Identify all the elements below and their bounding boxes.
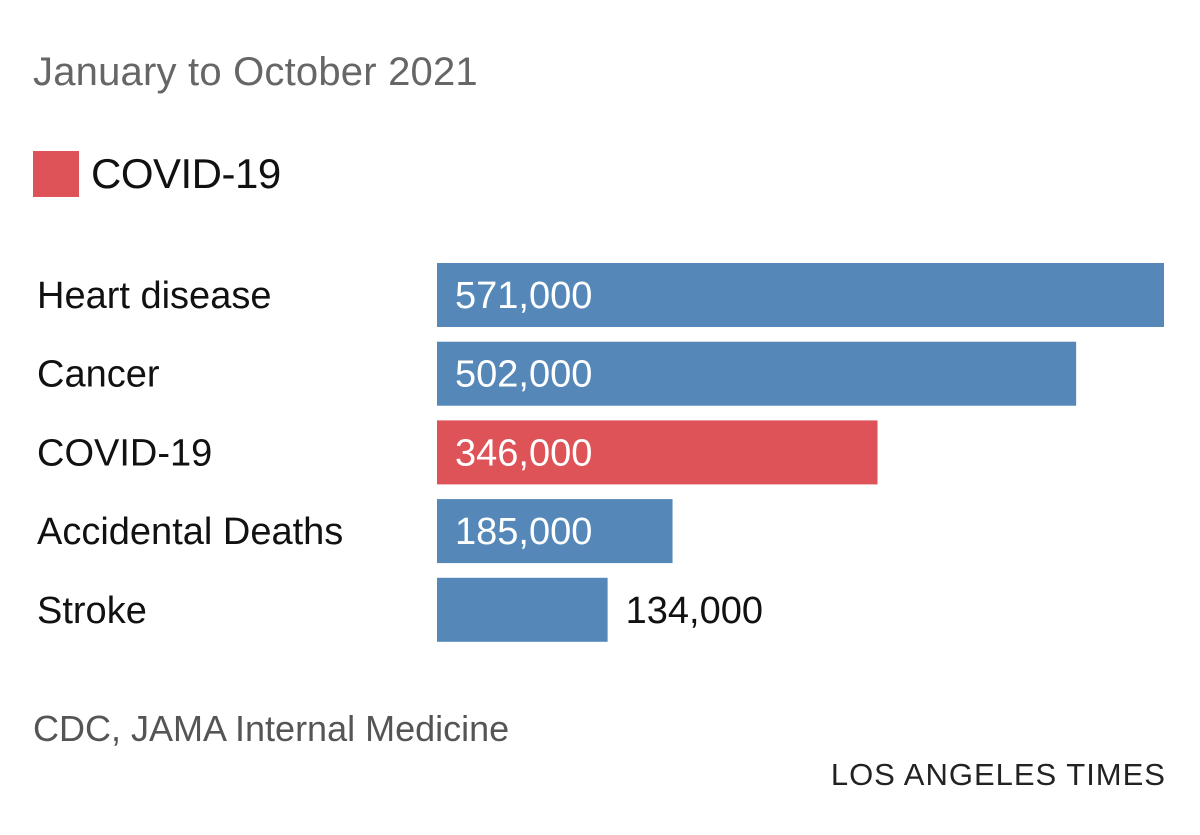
publisher-credit: LOS ANGELES TIMES — [830, 757, 1166, 792]
bar-stroke — [437, 577, 608, 642]
bar-heart-disease — [437, 263, 1164, 327]
category-label-heart-disease: Heart disease — [37, 275, 271, 317]
bar-cancer — [437, 341, 1077, 406]
value-label-covid-19: 346,000 — [455, 432, 592, 474]
value-label-stroke: 134,000 — [626, 590, 763, 632]
category-label-covid-19: COVID-19 — [37, 432, 212, 474]
legend: COVID-19 — [33, 150, 281, 198]
chart-subtitle: January to October 2021 — [33, 50, 478, 94]
legend-label-covid: COVID-19 — [91, 150, 281, 197]
category-label-cancer: Cancer — [37, 354, 160, 396]
legend-swatch-covid — [33, 151, 79, 197]
bar-covid-19 — [437, 420, 878, 485]
value-label-heart-disease: 571,000 — [455, 275, 592, 317]
value-label-cancer: 502,000 — [455, 354, 592, 396]
category-label-accidental-deaths: Accidental Deaths — [37, 511, 343, 553]
source-note: CDC, JAMA Internal Medicine — [33, 708, 510, 749]
value-label-accidental-deaths: 185,000 — [455, 511, 592, 553]
category-label-stroke: Stroke — [37, 590, 147, 632]
bar-accidental-deaths — [437, 499, 673, 564]
